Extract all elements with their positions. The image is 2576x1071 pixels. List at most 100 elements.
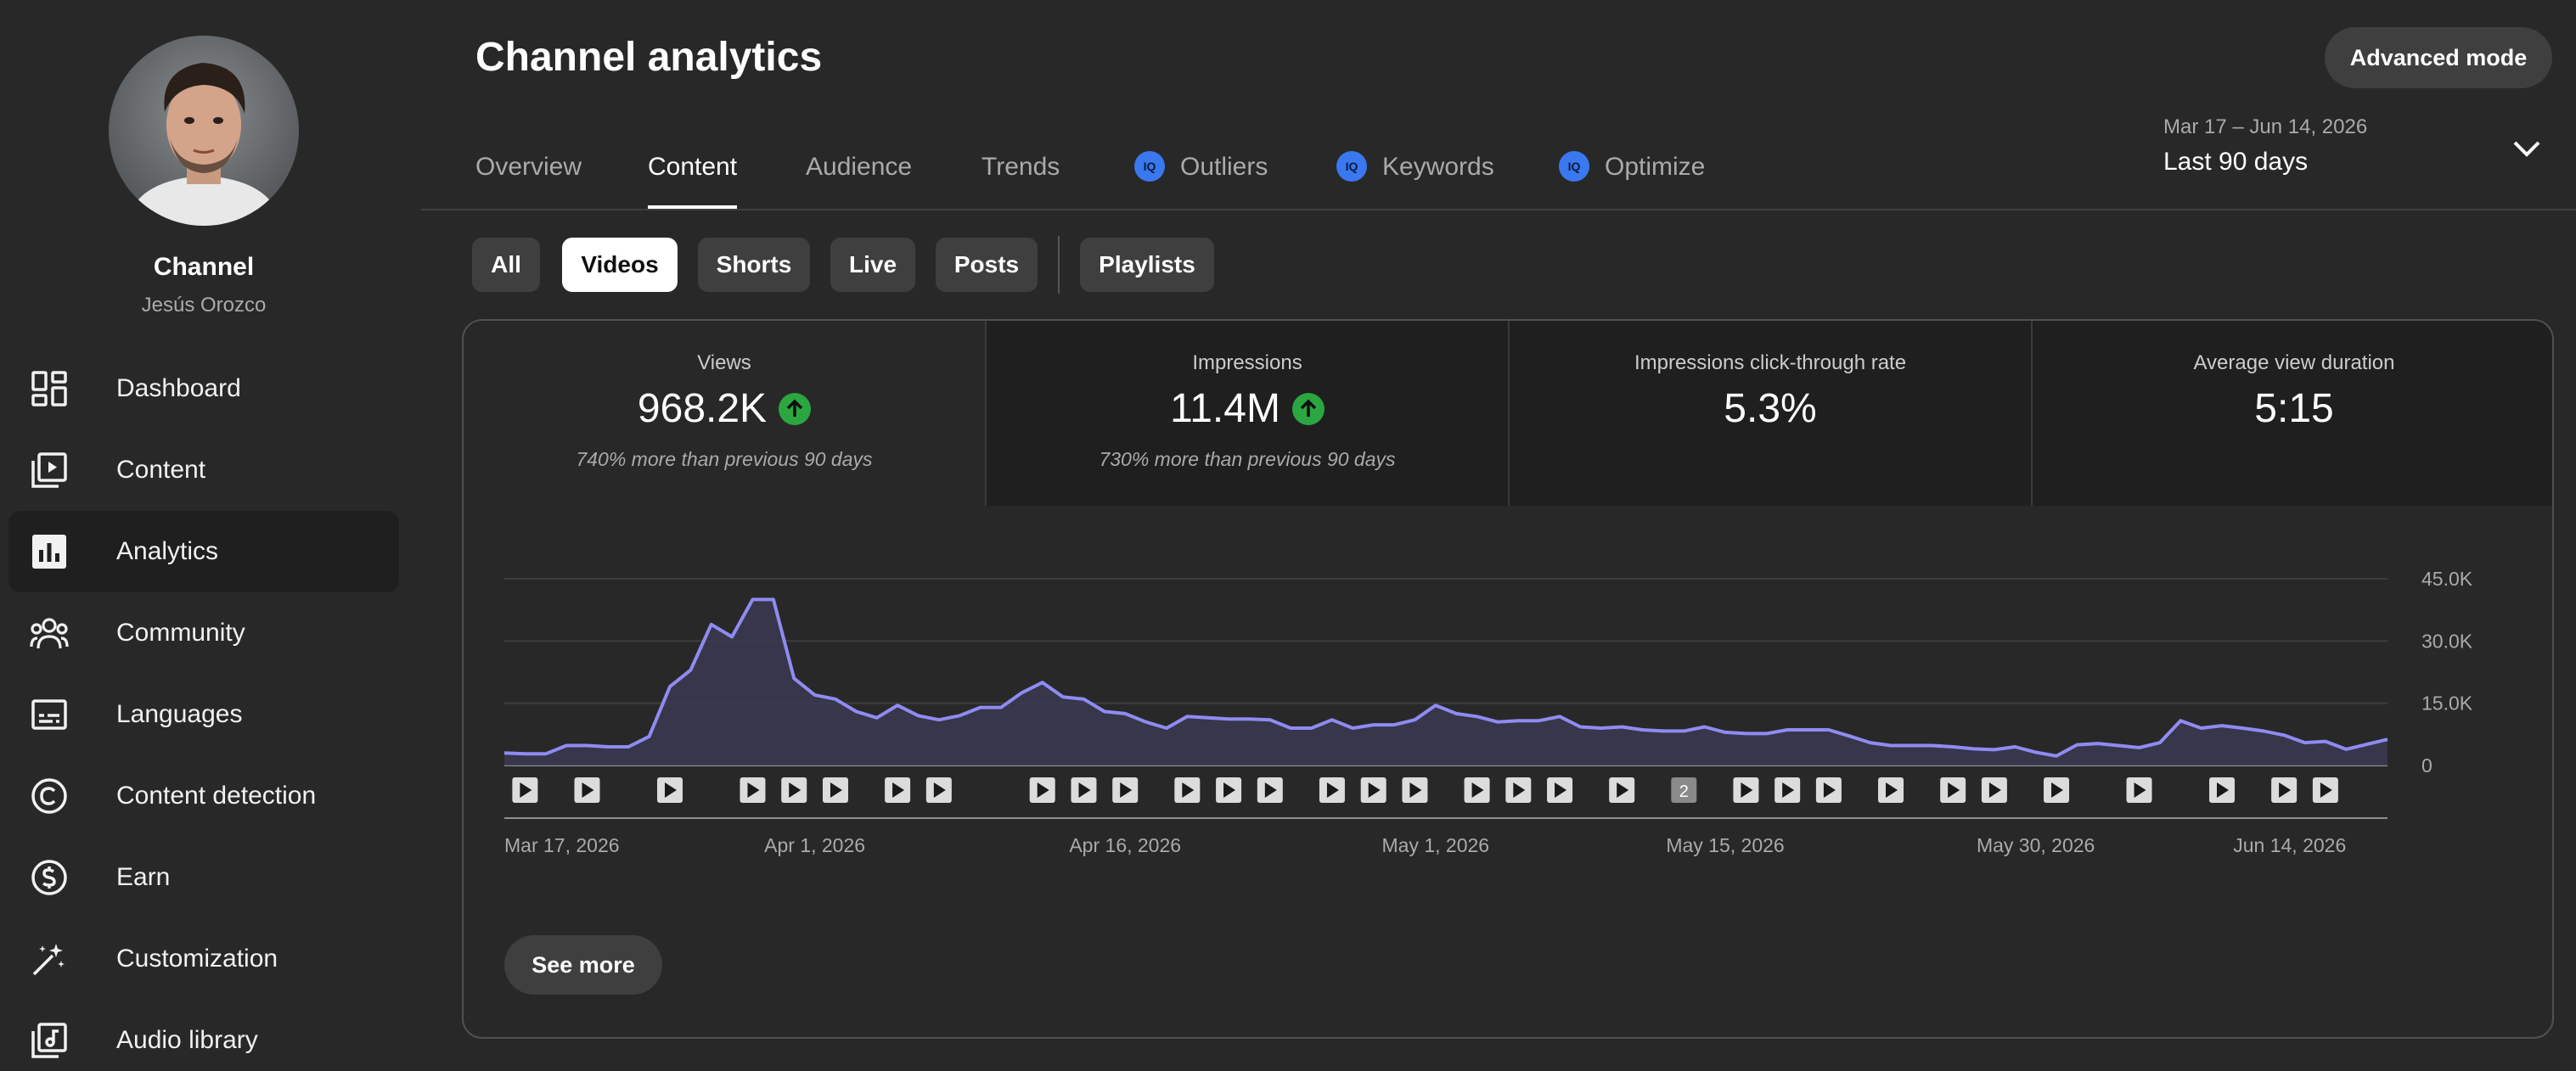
- svg-text:2: 2: [1679, 782, 1689, 801]
- metric-note: 730% more than previous 90 days: [1099, 448, 1396, 470]
- video-marker[interactable]: [2209, 777, 2236, 803]
- sidebar-item-customization[interactable]: Customization: [8, 918, 399, 1000]
- chip-shorts[interactable]: Shorts: [698, 238, 810, 292]
- video-marker[interactable]: [925, 777, 952, 803]
- dashboard-icon: [29, 368, 70, 409]
- metric-value: 5.3%: [1724, 386, 1817, 431]
- tab-optimize[interactable]: IQ Optimize: [1559, 127, 1705, 209]
- video-marker[interactable]: [885, 777, 911, 803]
- sidebar-item-label: Content: [116, 456, 206, 484]
- video-marker[interactable]: [822, 777, 848, 803]
- date-range-selector[interactable]: Mar 17 – Jun 14, 2026 Last 90 days: [2163, 115, 2367, 177]
- chip-live[interactable]: Live: [830, 238, 915, 292]
- trend-up-icon: [779, 392, 812, 425]
- video-marker[interactable]: [1464, 777, 1490, 803]
- video-marker[interactable]: [1174, 777, 1201, 803]
- video-marker[interactable]: [1609, 777, 1635, 803]
- iq-badge-icon: IQ: [1559, 151, 1589, 182]
- views-chart[interactable]: 0 15.0K 30.0K 45.0K 2 Mar 17, 2026 Apr 1, 2026…: [464, 506, 2554, 905]
- video-marker[interactable]: [2312, 777, 2338, 803]
- video-marker[interactable]: [656, 777, 683, 803]
- trend-up-icon: [1291, 392, 1325, 425]
- tab-outliers[interactable]: IQ Outliers: [1134, 127, 1268, 209]
- video-marker[interactable]: [1029, 777, 1055, 803]
- sidebar-item-content-detection[interactable]: Content detection: [8, 755, 399, 837]
- x-tick-label: Apr 16, 2026: [1069, 834, 1181, 856]
- see-more-button[interactable]: See more: [504, 935, 662, 995]
- sidebar-item-label: Earn: [116, 863, 171, 891]
- y-tick-label: 15.0K: [2421, 693, 2473, 715]
- audio-library-icon: [29, 1020, 70, 1061]
- video-marker[interactable]: [1319, 777, 1345, 803]
- sidebar-item-label: Audio library: [116, 1026, 258, 1054]
- video-marker[interactable]: [1216, 777, 1242, 803]
- x-tick-label: Mar 17, 2026: [504, 834, 620, 856]
- y-tick-label: 45.0K: [2421, 568, 2473, 590]
- tab-audience[interactable]: Audience: [806, 153, 913, 181]
- metric-ctr[interactable]: Impressions click-through rate 5.3%: [1510, 321, 2033, 506]
- video-marker[interactable]: [781, 777, 807, 803]
- video-marker[interactable]: [740, 777, 766, 803]
- video-marker[interactable]: [2271, 777, 2298, 803]
- sidebar: Channel Jesús Orozco Dashboard Content A…: [0, 0, 408, 1071]
- sidebar-item-languages[interactable]: Languages: [8, 674, 399, 755]
- video-marker[interactable]: [1112, 777, 1139, 803]
- chip-all[interactable]: All: [472, 238, 540, 292]
- chip-videos[interactable]: Videos: [562, 238, 678, 292]
- sidebar-item-earn[interactable]: Earn: [8, 837, 399, 918]
- analytics-icon: [29, 531, 70, 572]
- sidebar-item-community[interactable]: Community: [8, 592, 399, 674]
- chip-posts[interactable]: Posts: [936, 238, 1038, 292]
- date-range-period: Last 90 days: [2163, 148, 2309, 176]
- video-marker[interactable]: [1071, 777, 1097, 803]
- dollar-icon: [29, 857, 70, 898]
- sidebar-item-audio-library[interactable]: Audio library: [8, 1000, 399, 1071]
- video-marker[interactable]: [2044, 777, 2070, 803]
- metric-note: 740% more than previous 90 days: [576, 448, 873, 470]
- sidebar-item-label: Community: [116, 619, 245, 647]
- sidebar-item-label: Content detection: [116, 782, 317, 810]
- video-marker[interactable]: 2: [1671, 777, 1697, 803]
- advanced-mode-button[interactable]: Advanced mode: [2325, 27, 2552, 88]
- sidebar-item-label: Customization: [116, 945, 278, 973]
- iq-badge-icon: IQ: [1134, 151, 1165, 182]
- sidebar-item-label: Languages: [116, 700, 243, 728]
- video-marker[interactable]: [1547, 777, 1573, 803]
- video-marker[interactable]: [2126, 777, 2152, 803]
- tab-content[interactable]: Content: [648, 127, 738, 209]
- sidebar-item-label: Analytics: [116, 537, 219, 565]
- subtitles-icon: [29, 694, 70, 735]
- video-marker[interactable]: [1402, 777, 1428, 803]
- sidebar-item-dashboard[interactable]: Dashboard: [8, 348, 399, 429]
- video-marker[interactable]: [1815, 777, 1842, 803]
- video-marker[interactable]: [512, 777, 538, 803]
- community-icon: [29, 613, 70, 653]
- metrics-row: Views 968.2K 740% more than previous 90 …: [464, 321, 2552, 506]
- channel-avatar[interactable]: [109, 36, 299, 226]
- tab-keywords[interactable]: IQ Keywords: [1336, 127, 1494, 209]
- metric-avg-view-duration[interactable]: Average view duration 5:15: [2033, 321, 2552, 506]
- chevron-down-icon[interactable]: [2510, 136, 2544, 161]
- iq-badge-icon: IQ: [1336, 151, 1367, 182]
- sidebar-item-content[interactable]: Content: [8, 429, 399, 511]
- tab-overview[interactable]: Overview: [475, 153, 582, 181]
- video-marker[interactable]: [1981, 777, 2007, 803]
- video-marker[interactable]: [1733, 777, 1759, 803]
- chip-playlists[interactable]: Playlists: [1080, 238, 1214, 292]
- metric-views[interactable]: Views 968.2K 740% more than previous 90 …: [464, 321, 987, 506]
- metric-impressions[interactable]: Impressions 11.4M 730% more than previou…: [987, 321, 1510, 506]
- tab-trends[interactable]: Trends: [981, 153, 1060, 181]
- video-marker[interactable]: [1257, 777, 1283, 803]
- video-marker[interactable]: [574, 777, 600, 803]
- video-marker[interactable]: [1940, 777, 1966, 803]
- copyright-icon: [29, 776, 70, 816]
- content-icon: [29, 450, 70, 491]
- sidebar-item-analytics[interactable]: Analytics: [8, 511, 399, 592]
- header-divider: [421, 209, 2576, 210]
- video-marker[interactable]: [1878, 777, 1904, 803]
- video-marker[interactable]: [1505, 777, 1532, 803]
- page-title: Channel analytics: [475, 35, 823, 80]
- video-marker[interactable]: [1775, 777, 1801, 803]
- video-marker[interactable]: [1360, 777, 1386, 803]
- views-area: [504, 599, 2388, 765]
